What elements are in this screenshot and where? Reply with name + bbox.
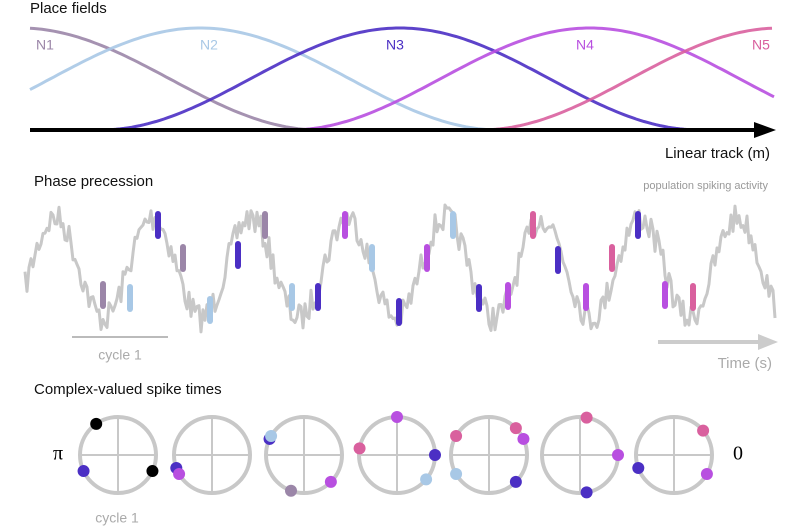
spike-dot: [580, 486, 593, 499]
spike-dot: [429, 449, 441, 461]
axis-label: Time (s): [718, 355, 772, 372]
neuron-label: N4: [576, 37, 594, 53]
phase-label: π: [53, 443, 63, 465]
spike-dot: [391, 411, 403, 423]
neuron-label: N3: [386, 37, 404, 53]
spike-dot: [90, 417, 103, 430]
axis-label: Linear track (m): [665, 145, 770, 162]
spike-dot: [450, 430, 463, 442]
place-field: [100, 26, 700, 132]
place-field-curves: [29, 26, 775, 132]
place-field: [290, 26, 775, 132]
spike-dot: [450, 468, 463, 480]
place-field: [480, 26, 773, 132]
spike-dot: [420, 473, 433, 486]
phase-label: 0: [733, 443, 743, 465]
spike-dot: [632, 461, 645, 474]
spike-dot: [612, 449, 624, 461]
cycle-label: cycle 1: [98, 347, 142, 363]
spike-dot: [580, 411, 593, 424]
cycle-label: cycle 1: [95, 510, 139, 526]
neuron-label: N1: [36, 37, 54, 53]
neuron-label: N2: [200, 37, 218, 53]
spike-dot: [324, 475, 337, 488]
place-field: [29, 26, 499, 132]
spike-markers: [100, 211, 696, 326]
panel-title: Phase precession: [34, 173, 153, 190]
spike-dot: [353, 442, 366, 455]
panel-title: Complex-valued spike times: [34, 381, 222, 398]
spike-dot: [697, 424, 710, 437]
arrow-head: [758, 334, 778, 350]
spike-dot: [700, 468, 713, 480]
place-field: [29, 26, 319, 132]
spike-dot: [265, 430, 278, 442]
neuron-label: N5: [752, 37, 770, 53]
spike-dot: [285, 484, 298, 497]
spike-dot: [173, 468, 186, 480]
spike-dot: [509, 475, 522, 488]
panel-title: Place fields: [30, 0, 107, 17]
annotation: population spiking activity: [643, 180, 768, 192]
spike-dot: [77, 465, 90, 478]
spike-dot: [509, 422, 522, 435]
spike-dot: [517, 432, 530, 445]
arrow-head: [754, 122, 776, 138]
unit-circles: [77, 411, 714, 499]
spike-dot: [146, 465, 159, 478]
